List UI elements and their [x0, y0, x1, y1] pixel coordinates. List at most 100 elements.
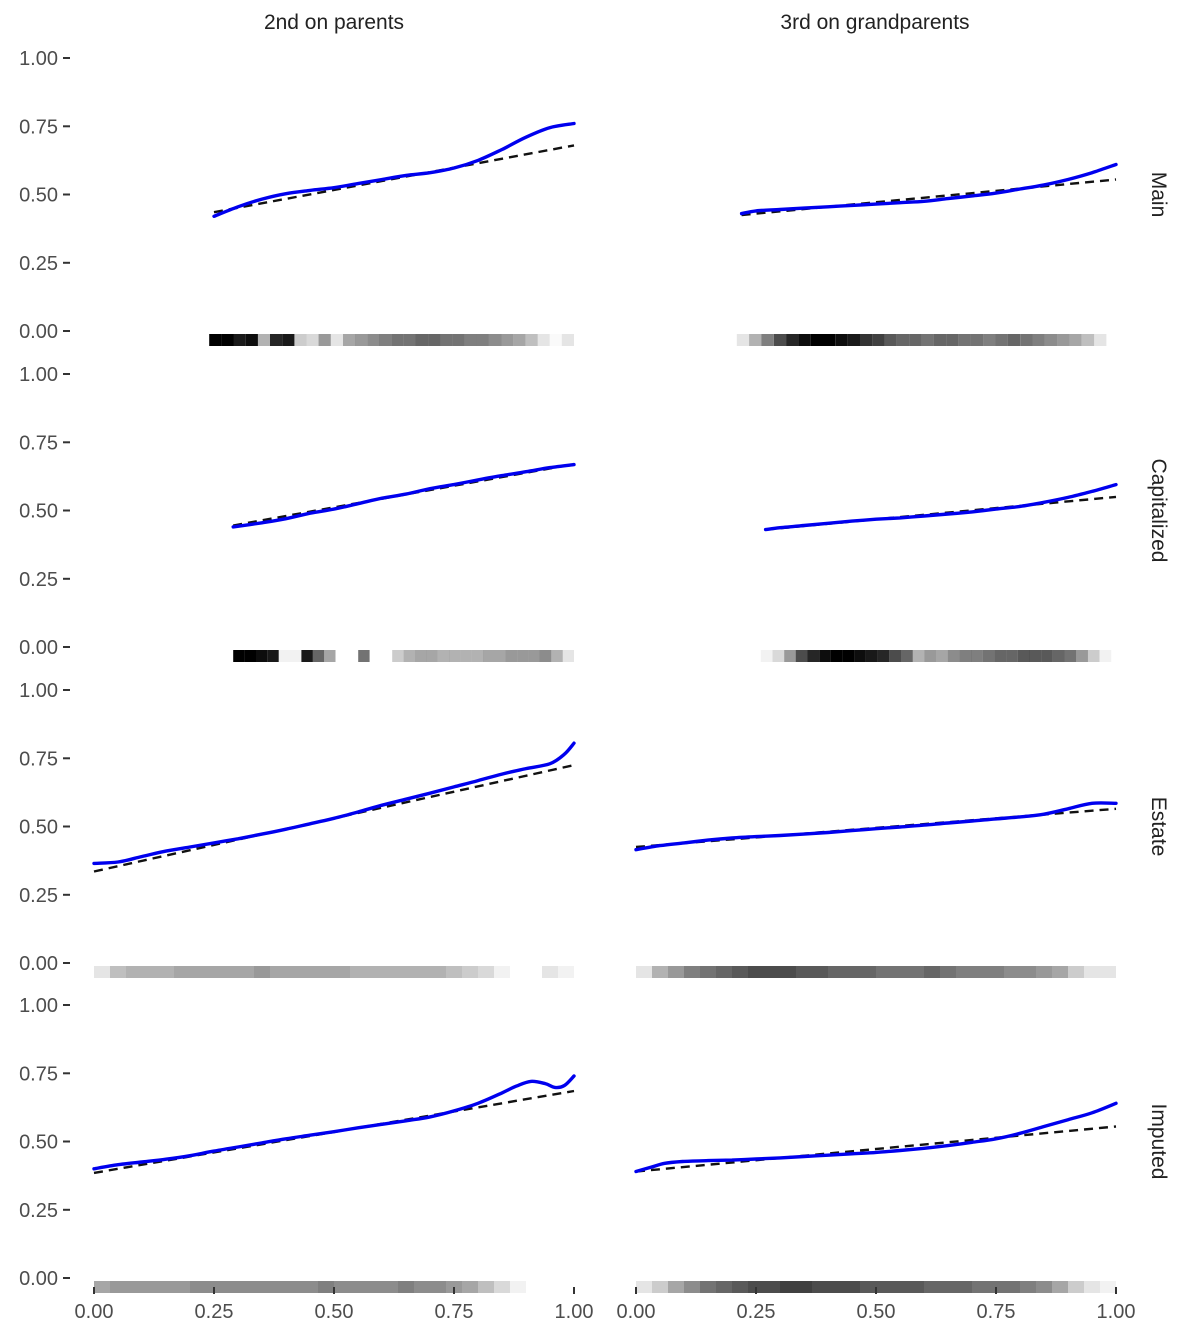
- rug-segment: [971, 650, 983, 662]
- rug-segment: [940, 1281, 956, 1293]
- rug-segment: [1084, 1281, 1100, 1293]
- rug-segment: [1052, 1281, 1068, 1293]
- rug-segment: [884, 334, 897, 346]
- rug-segment: [1084, 966, 1100, 978]
- x-axes: 0.00 0.25 0.50 0.75 1.00 0.00 0.25 0.50 0.75 1.00: [75, 1287, 1135, 1323]
- rug-segment: [494, 966, 510, 978]
- fit-line-imputed-2nd-on-parents: [92, 1074, 576, 1171]
- rug-segment: [1076, 650, 1088, 662]
- fit-line-capitalized-2nd-on-parents: [231, 462, 576, 529]
- rug-segment: [306, 334, 319, 346]
- x-tick-label: 0.25: [195, 1301, 234, 1323]
- rug-strip-imputed-2nd-on-parents: [94, 1281, 526, 1293]
- rug-segment: [301, 650, 313, 662]
- rug-segment: [446, 966, 462, 978]
- rug-segment: [684, 966, 700, 978]
- rug-segment: [828, 1281, 844, 1293]
- rug-segment: [126, 1281, 142, 1293]
- reference-line-capitalized-3rd-on-grandparents: [765, 495, 1117, 531]
- rug-segment: [924, 1281, 940, 1293]
- rug-segment: [542, 966, 558, 978]
- rug-segment: [1094, 334, 1107, 346]
- rug-segment: [716, 966, 732, 978]
- rug-segment: [110, 1281, 126, 1293]
- rug-segment: [430, 966, 446, 978]
- rug-segment: [1081, 334, 1095, 346]
- rug-segment: [286, 966, 302, 978]
- rug-segment: [238, 1281, 254, 1293]
- rug-segment: [430, 1281, 446, 1293]
- rug-segment: [872, 334, 885, 346]
- rug-segment: [245, 334, 258, 346]
- y-tick-label: 0.75: [19, 1063, 58, 1085]
- y-tick-label: 0.50: [19, 817, 58, 839]
- rug-segment: [501, 334, 514, 346]
- rug-segment: [562, 650, 574, 662]
- rug-segment: [784, 650, 796, 662]
- rug-segment: [1020, 1281, 1036, 1293]
- x-tick-label: 0.00: [617, 1301, 656, 1323]
- rug-segment: [222, 966, 238, 978]
- rug-segment: [334, 966, 350, 978]
- rug-segment: [835, 334, 848, 346]
- rug-segment: [908, 1281, 924, 1293]
- rug-strip-capitalized-3rd-on-grandparents: [760, 650, 1112, 662]
- rug-segment: [1087, 650, 1100, 662]
- rug-segment: [537, 334, 550, 346]
- rug-segment: [379, 334, 392, 346]
- rug-segment: [350, 1281, 366, 1293]
- rug-segment: [1041, 650, 1053, 662]
- reference-line-imputed-3rd-on-grandparents: [635, 1125, 1117, 1173]
- rug-segment: [294, 334, 307, 346]
- rug-segment: [174, 1281, 190, 1293]
- row-label-estate: Estate: [1147, 797, 1170, 857]
- rug-segment: [812, 966, 828, 978]
- fit-line-estate-2nd-on-parents: [92, 741, 576, 866]
- rug-segment: [830, 650, 843, 662]
- panel-estate-3rd-on-grandparents: [634, 801, 1118, 978]
- rug-segment: [494, 650, 506, 662]
- x-tick-label: 0.00: [75, 1301, 114, 1323]
- rug-segment: [892, 966, 908, 978]
- rug-segment: [382, 966, 398, 978]
- column-title-3rd-on-grandparents: 3rd on grandparents: [780, 11, 969, 34]
- rug-segment: [668, 1281, 684, 1293]
- rug-segment: [270, 334, 283, 346]
- rug-segment: [912, 650, 925, 662]
- rug-segment: [312, 650, 325, 662]
- row-label-capitalized: Capitalized: [1147, 459, 1170, 563]
- rug-segment: [366, 966, 382, 978]
- rug-segment: [1057, 334, 1070, 346]
- rug-segment: [403, 334, 416, 346]
- rug-segment: [1032, 334, 1045, 346]
- rug-segment: [636, 1281, 652, 1293]
- rug-segment: [158, 1281, 174, 1293]
- rug-segment: [1052, 966, 1068, 978]
- rug-segment: [343, 334, 356, 346]
- rug-segment: [1052, 650, 1065, 662]
- rug-strip-main-3rd-on-grandparents: [736, 334, 1107, 346]
- rug-segment: [877, 650, 890, 662]
- rug-segment: [209, 334, 222, 346]
- rug-segment: [1029, 650, 1042, 662]
- rug-segment: [1036, 1281, 1052, 1293]
- rug-segment: [126, 966, 142, 978]
- rug-segment: [254, 966, 270, 978]
- fit-line-imputed-3rd-on-grandparents: [634, 1101, 1118, 1174]
- rug-segment: [440, 334, 453, 346]
- rug-segment: [318, 334, 331, 346]
- rug-segment: [854, 650, 866, 662]
- rug-segment: [478, 1281, 494, 1293]
- rug-segment: [901, 650, 913, 662]
- rug-segment: [221, 334, 234, 346]
- rug-segment: [972, 966, 988, 978]
- rug-segment: [958, 334, 971, 346]
- rug-segment: [780, 1281, 796, 1293]
- rug-segment: [358, 650, 370, 662]
- rug-segment: [478, 966, 494, 978]
- rug-segment: [190, 966, 206, 978]
- rug-segment: [330, 334, 343, 346]
- y-tick-label: 0.00: [19, 953, 58, 975]
- rug-segment: [415, 334, 429, 346]
- rug-segment: [471, 650, 484, 662]
